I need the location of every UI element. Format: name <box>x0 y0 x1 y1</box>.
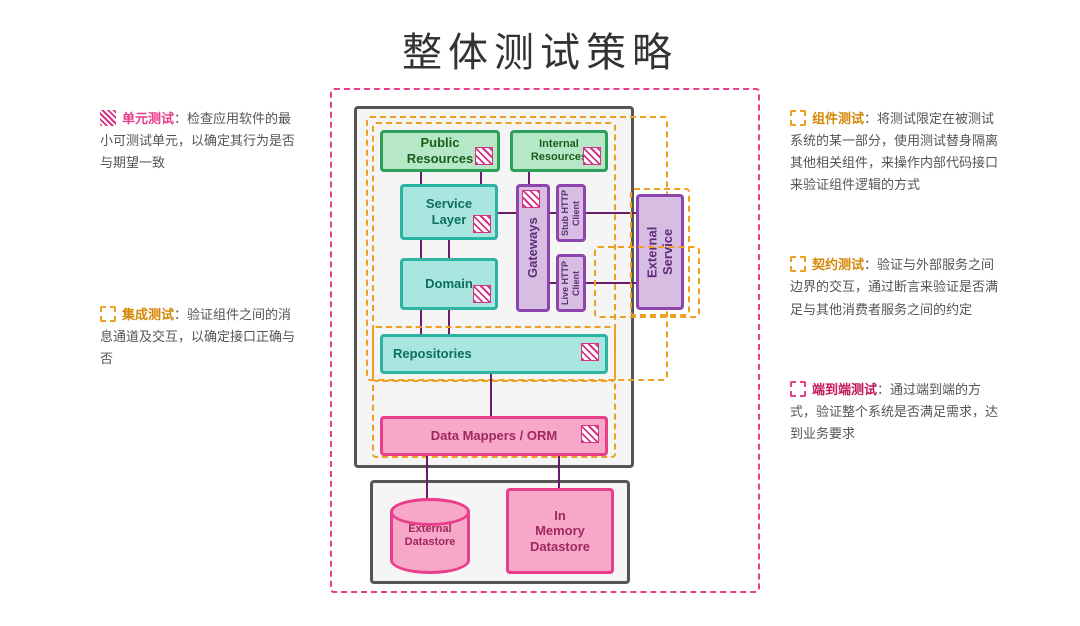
connector-1 <box>480 172 482 184</box>
domain: Domain <box>400 258 498 310</box>
legend-right: 组件测试：将测试限定在被测试系统的某一部分，使用测试替身隔离其他相关组件，来操作… <box>790 108 1000 503</box>
external-datastore: ExternalDatastore <box>390 498 470 574</box>
public-resources: PublicResources <box>380 130 500 172</box>
diagram-canvas: 单元测试：检查应用软件的最小可测试单元，以确定其行为是否与期望一致 集成测试：验… <box>0 78 1080 626</box>
connector-12 <box>558 456 560 488</box>
swatch-e2e <box>790 381 806 397</box>
service-layer: ServiceLayer <box>400 184 498 240</box>
unit-test-badge <box>473 215 491 233</box>
legend-integration: 集成测试：验证组件之间的消息通道及交互，以确定接口正确与否 <box>100 304 300 370</box>
swatch-unit <box>100 110 116 126</box>
unit-test-badge <box>583 147 601 165</box>
legend-e2e: 端到端测试：通过端到端的方式，验证整个系统是否满足需求，达到业务要求 <box>790 379 1000 445</box>
in-memory-datastore: InMemoryDatastore <box>506 488 614 574</box>
stub-http-client: Stub HTTPClient <box>556 184 586 242</box>
unit-test-badge <box>581 425 599 443</box>
legend-unit-title: 单元测试 <box>122 111 174 126</box>
page-title: 整体测试策略 <box>0 0 1080 78</box>
connector-11 <box>426 456 428 498</box>
unit-test-badge <box>475 147 493 165</box>
connector-2 <box>448 240 450 258</box>
live-http-client: Live HTTPClient <box>556 254 586 312</box>
contract-boundary <box>594 246 700 318</box>
diagram-stage: PublicResourcesInternalResources ServiceL… <box>330 88 760 598</box>
legend-unit: 单元测试：检查应用软件的最小可测试单元，以确定其行为是否与期望一致 <box>100 108 300 174</box>
internal-resources: InternalResources <box>510 130 608 172</box>
orm: Data Mappers / ORM <box>380 416 608 456</box>
swatch-contract <box>790 256 806 272</box>
legend-contract-title: 契约测试 <box>812 257 864 272</box>
legend-contract: 契约测试：验证与外部服务之间边界的交互，通过断言来验证是否满足与其他消费者服务之… <box>790 254 1000 320</box>
legend-integration-title: 集成测试 <box>122 307 174 322</box>
unit-test-badge <box>473 285 491 303</box>
connector-9 <box>528 172 530 184</box>
legend-e2e-title: 端到端测试 <box>812 382 877 397</box>
swatch-integration <box>100 306 116 322</box>
legend-component: 组件测试：将测试限定在被测试系统的某一部分，使用测试替身隔离其他相关组件，来操作… <box>790 108 1000 196</box>
swatch-component <box>790 110 806 126</box>
connector-4 <box>498 212 516 214</box>
connector-7 <box>586 212 636 214</box>
unit-test-badge <box>522 190 540 208</box>
legend-left: 单元测试：检查应用软件的最小可测试单元，以确定其行为是否与期望一致 集成测试：验… <box>100 108 300 429</box>
legend-component-title: 组件测试 <box>812 111 864 126</box>
gateways: Gateways <box>516 184 550 312</box>
integration-boundary-repos <box>372 326 616 382</box>
